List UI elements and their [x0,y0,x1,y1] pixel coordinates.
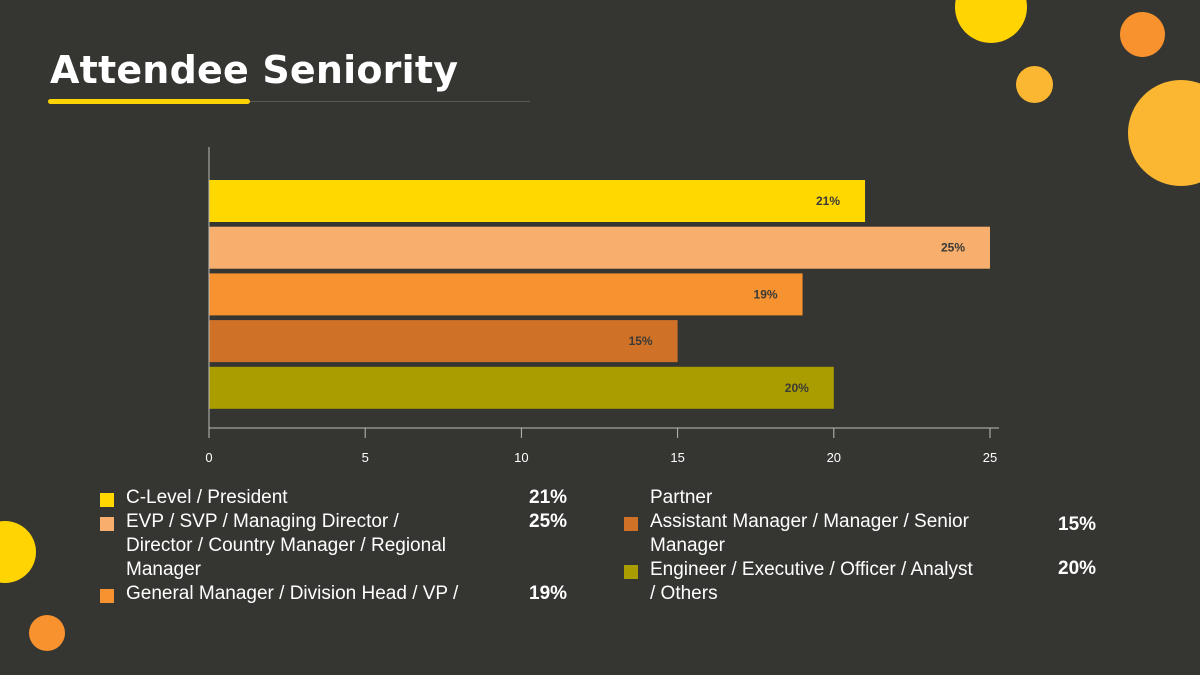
x-tick-label: 20 [827,450,841,465]
legend-right-column: Partner Assistant Manager / Manager / Se… [624,486,1034,606]
legend-label: EVP / SVP / Managing Director / [126,511,399,532]
legend-left-column: C-Level / President EVP / SVP / Managing… [100,486,500,606]
legend-label: General Manager / Division Head / VP / [126,583,459,604]
legend-swatch [100,589,114,603]
legend-swatch [624,517,638,531]
title-underline [48,101,530,102]
legend-item-general-manager: General Manager / Division Head / VP / [100,582,500,606]
bar-3 [209,273,803,316]
legend-label-continuation: Partner [650,487,713,508]
legend-label: Engineer / Executive / Officer / Analyst [650,559,973,580]
bar-5 [209,366,834,409]
legend-label: / Others [650,583,718,604]
legend-item-engineer: Engineer / Executive / Officer / Analyst… [624,558,1034,606]
bar-data-label-5: 20% [785,381,809,395]
legend-swatch [100,493,114,507]
bar-chart: 21% 25% 19% 15% 20% 0 5 10 15 20 25 [205,147,999,465]
legend-item-evp: EVP / SVP / Managing Director / Director… [100,510,500,582]
legend-label: C-Level / President [126,487,288,508]
bar-data-label-3: 19% [754,287,778,301]
bar-2 [209,226,990,269]
x-tick-label: 10 [514,450,528,465]
x-tick-label: 15 [670,450,684,465]
bar-1 [209,180,866,222]
legend-label: Manager [650,535,725,556]
deco-circle-orange-bottom [29,615,65,651]
bar-4 [209,320,678,363]
deco-circle-amber-small [1016,66,1053,103]
x-tick-label: 5 [362,450,369,465]
legend-swatch [100,517,114,531]
deco-circle-yellow-left [0,521,36,583]
legend-pct-evp: 25% [529,511,568,532]
legend-label: Assistant Manager / Manager / Senior [650,511,969,532]
legend-item-c-level: C-Level / President [100,486,500,510]
x-tick-label: 25 [983,450,997,465]
title-underline-accent [48,99,250,104]
legend-pct-engineer: 20% [1058,558,1097,579]
x-tick-label: 0 [205,450,212,465]
legend-label: Manager [126,559,201,580]
legend-pct-c-level: 21% [529,487,568,508]
legend-item-assistant-manager: Assistant Manager / Manager / Senior Man… [624,510,1034,558]
legend-pct-assistant-manager: 15% [1058,514,1097,535]
legend-pct-general-manager: 19% [529,583,568,604]
bar-data-label-1: 21% [816,194,840,208]
bar-data-label-4: 15% [629,334,653,348]
page-title: Attendee Seniority [50,48,459,92]
deco-circle-orange-top [1120,12,1165,57]
legend-label: Director / Country Manager / Regional [126,535,446,556]
bar-data-label-2: 25% [941,241,965,255]
legend-swatch [624,565,638,579]
